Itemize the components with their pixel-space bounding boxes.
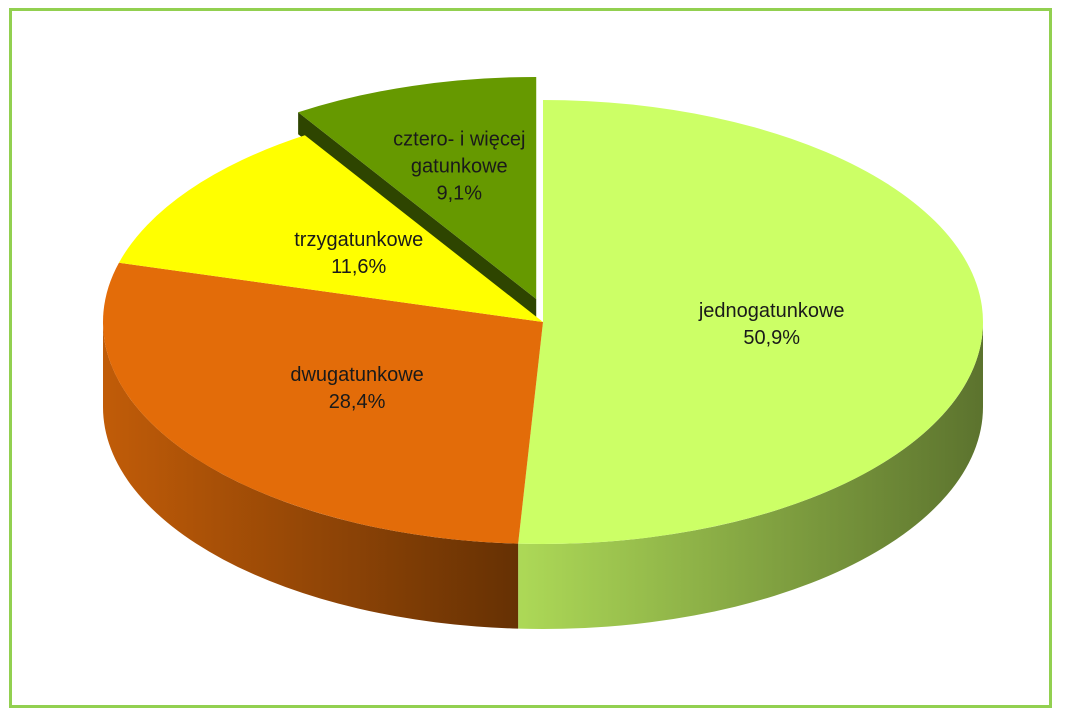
data-label: cztero- i więcej gatunkowe 9,1% — [369, 126, 549, 207]
pie-slice-side — [103, 322, 519, 629]
pie-slice — [518, 100, 983, 544]
data-label: dwugatunkowe 28,4% — [267, 362, 447, 416]
slice-value-label: 28,4% — [328, 391, 386, 414]
pie-slice — [118, 135, 543, 322]
slice-category-label: dwugatunkowe — [290, 364, 424, 387]
data-label: jednogatunkowe 50,9% — [682, 298, 862, 352]
slice-value-label: 9,1% — [436, 182, 483, 205]
slice-value-label: 50,9% — [743, 327, 801, 350]
pie-slice — [298, 76, 537, 299]
slice-category-label: trzygatunkowe — [294, 228, 424, 251]
slice-category-label: cztero- i więcej gatunkowe — [393, 128, 526, 178]
pie-slice — [103, 262, 543, 544]
chart-border — [9, 8, 1052, 708]
data-label: trzygatunkowe 11,6% — [269, 227, 449, 281]
pie-slice-side — [518, 322, 983, 629]
pie-slice-edge — [298, 112, 537, 321]
slice-value-label: 11,6% — [331, 255, 387, 278]
slice-category-label: jednogatunkowe — [698, 300, 845, 323]
